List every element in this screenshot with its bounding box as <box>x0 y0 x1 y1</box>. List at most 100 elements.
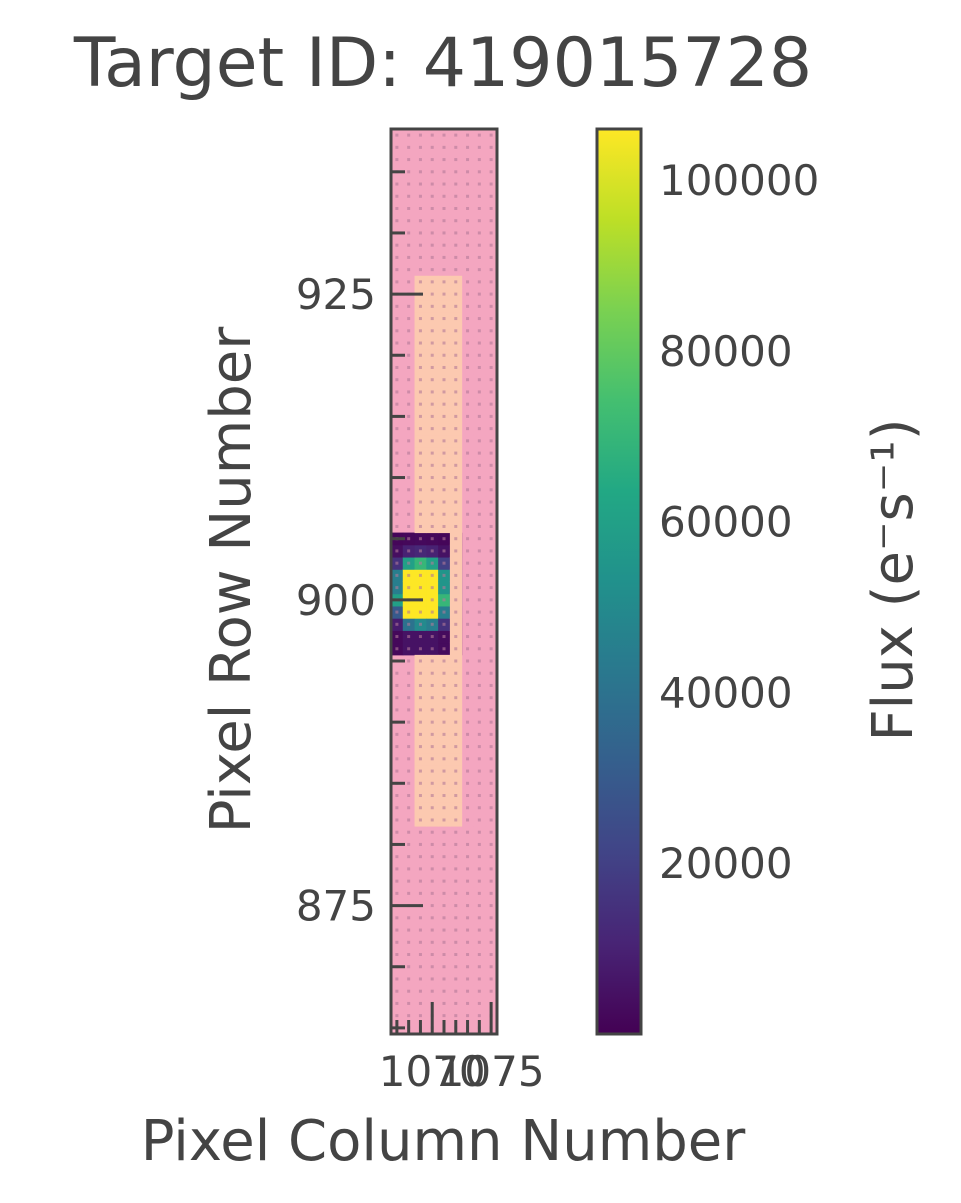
mask-hatch-dot <box>395 622 399 626</box>
y-tick-label: 875 <box>296 882 376 931</box>
mask-hatch-dot <box>395 806 399 810</box>
colorbar-tick-label: 80000 <box>659 327 793 376</box>
mask-hatch-dot <box>477 219 481 223</box>
mask-hatch-dot <box>418 818 422 822</box>
mask-hatch-dot <box>466 891 470 895</box>
mask-hatch-dot <box>418 317 422 321</box>
mask-hatch-dot <box>489 671 493 675</box>
mask-hatch-dot <box>477 133 481 137</box>
mask-hatch-dot <box>454 329 458 333</box>
mask-hatch-dot <box>489 549 493 553</box>
mask-hatch-dot <box>454 830 458 834</box>
mask-hatch-dot <box>477 304 481 308</box>
mask-hatch-dot <box>395 610 399 614</box>
mask-hatch-dot <box>418 573 422 577</box>
mask-hatch-dot <box>466 1001 470 1005</box>
mask-hatch-dot <box>418 353 422 357</box>
mask-hatch-dot <box>454 463 458 467</box>
mask-hatch-dot <box>454 842 458 846</box>
mask-hatch-dot <box>477 268 481 272</box>
mask-hatch-dot <box>442 940 446 944</box>
mask-hatch-dot <box>454 182 458 186</box>
mask-hatch-dot <box>489 720 493 724</box>
mask-hatch-dot <box>407 476 411 480</box>
mask-hatch-dot <box>454 158 458 162</box>
mask-hatch-dot <box>466 647 470 651</box>
mask-hatch-dot <box>430 524 434 528</box>
mask-hatch-dot <box>407 622 411 626</box>
mask-hatch-dot <box>418 255 422 259</box>
mask-hatch-dot <box>430 953 434 957</box>
mask-hatch-dot <box>418 635 422 639</box>
mask-hatch-dot <box>477 439 481 443</box>
mask-hatch-dot <box>466 133 470 137</box>
mask-hatch-dot <box>407 280 411 284</box>
mask-hatch-dot <box>466 365 470 369</box>
mask-hatch-dot <box>418 757 422 761</box>
mask-hatch-dot <box>442 708 446 712</box>
mask-hatch-dot <box>477 255 481 259</box>
mask-hatch-dot <box>454 671 458 675</box>
mask-hatch-dot <box>407 953 411 957</box>
mask-hatch-dot <box>477 635 481 639</box>
mask-hatch-dot <box>430 842 434 846</box>
mask-hatch-dot <box>477 537 481 541</box>
mask-hatch-dot <box>418 182 422 186</box>
mask-hatch-dot <box>454 708 458 712</box>
mask-hatch-dot <box>407 928 411 932</box>
mask-hatch-dot <box>466 451 470 455</box>
mask-hatch-dot <box>454 586 458 590</box>
mask-hatch-dot <box>430 904 434 908</box>
mask-hatch-dot <box>489 439 493 443</box>
mask-hatch-dot <box>407 671 411 675</box>
mask-hatch-dot <box>489 427 493 431</box>
mask-hatch-dot <box>442 610 446 614</box>
mask-hatch-dot <box>454 696 458 700</box>
mask-hatch-dot <box>430 182 434 186</box>
mask-hatch-dot <box>477 231 481 235</box>
mask-hatch-dot <box>407 830 411 834</box>
mask-hatch-dot <box>407 365 411 369</box>
mask-hatch-dot <box>418 916 422 920</box>
mask-hatch-dot <box>430 476 434 480</box>
mask-hatch-dot <box>430 549 434 553</box>
mask-hatch-dot <box>407 414 411 418</box>
mask-hatch-dot <box>407 402 411 406</box>
mask-hatch-dot <box>489 794 493 798</box>
mask-hatch-dot <box>489 537 493 541</box>
mask-hatch-dot <box>430 855 434 859</box>
mask-hatch-dot <box>466 170 470 174</box>
mask-hatch-dot <box>407 353 411 357</box>
mask-hatch-dot <box>407 133 411 137</box>
mask-hatch-dot <box>407 879 411 883</box>
mask-hatch-dot <box>477 206 481 210</box>
mask-hatch-dot <box>418 940 422 944</box>
mask-hatch-dot <box>407 268 411 272</box>
mask-hatch-dot <box>466 329 470 333</box>
mask-hatch-dot <box>466 977 470 981</box>
x-tick-label: 1075 <box>438 1047 545 1096</box>
mask-hatch-dot <box>395 145 399 149</box>
mask-hatch-dot <box>489 928 493 932</box>
mask-hatch-dot <box>466 586 470 590</box>
mask-hatch-dot <box>466 769 470 773</box>
mask-hatch-dot <box>430 427 434 431</box>
mask-hatch-dot <box>407 989 411 993</box>
mask-hatch-dot <box>442 488 446 492</box>
mask-hatch-dot <box>466 757 470 761</box>
mask-hatch-dot <box>489 182 493 186</box>
mask-hatch-dot <box>477 867 481 871</box>
mask-hatch-dot <box>489 769 493 773</box>
mask-hatch-dot <box>442 671 446 675</box>
mask-hatch-dot <box>395 341 399 345</box>
mask-hatch-dot <box>454 268 458 272</box>
mask-hatch-dot <box>418 133 422 137</box>
mask-hatch-dot <box>466 243 470 247</box>
mask-hatch-dot <box>395 329 399 333</box>
mask-hatch-dot <box>430 806 434 810</box>
mask-hatch-dot <box>454 439 458 443</box>
mask-hatch-dot <box>454 488 458 492</box>
mask-hatch-dot <box>454 390 458 394</box>
mask-hatch-dot <box>395 365 399 369</box>
mask-hatch-dot <box>395 573 399 577</box>
